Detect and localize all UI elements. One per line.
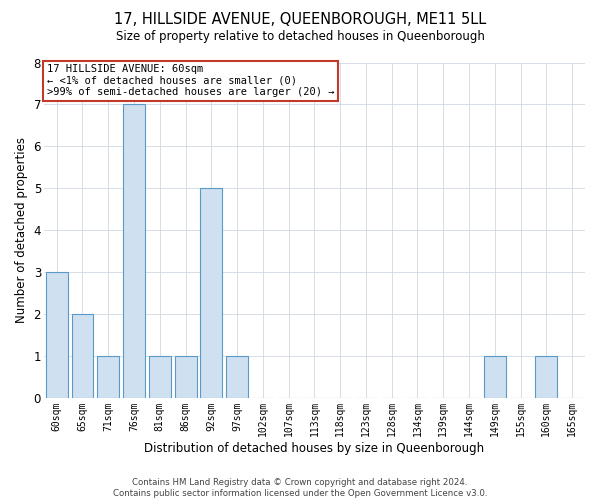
Bar [46, 272, 68, 398]
Text: 17, HILLSIDE AVENUE, QUEENBOROUGH, ME11 5LL: 17, HILLSIDE AVENUE, QUEENBOROUGH, ME11 … [114, 12, 486, 28]
X-axis label: Distribution of detached houses by size in Queenborough: Distribution of detached houses by size … [145, 442, 484, 455]
Bar [123, 104, 145, 399]
Bar [149, 356, 171, 399]
Bar [175, 356, 197, 399]
Text: 17 HILLSIDE AVENUE: 60sqm
← <1% of detached houses are smaller (0)
>99% of semi-: 17 HILLSIDE AVENUE: 60sqm ← <1% of detac… [47, 64, 334, 98]
Y-axis label: Number of detached properties: Number of detached properties [15, 138, 28, 324]
Bar [97, 356, 119, 399]
Bar [226, 356, 248, 399]
Text: Size of property relative to detached houses in Queenborough: Size of property relative to detached ho… [116, 30, 484, 43]
Text: Contains HM Land Registry data © Crown copyright and database right 2024.
Contai: Contains HM Land Registry data © Crown c… [113, 478, 487, 498]
Bar [535, 356, 557, 399]
Bar [200, 188, 222, 398]
Bar [484, 356, 506, 399]
Bar [71, 314, 94, 398]
